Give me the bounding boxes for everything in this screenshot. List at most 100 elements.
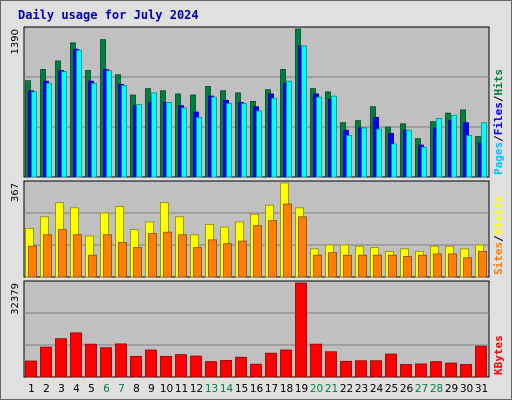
- kbytes-bar: [130, 355, 142, 378]
- pages-bar: [361, 127, 367, 178]
- pages-bar: [166, 102, 172, 178]
- kbytes-bar: [475, 345, 487, 378]
- pages-bar: [391, 143, 397, 178]
- x-tick-label: 15: [235, 383, 248, 395]
- sites-bar: [478, 250, 487, 278]
- kbytes-bar: [85, 343, 97, 378]
- sites-bar: [73, 234, 82, 278]
- x-tick-label: 30: [460, 383, 473, 395]
- x-tick-label: 4: [73, 383, 80, 395]
- sites-bar: [418, 254, 427, 278]
- sites-bar: [358, 254, 367, 278]
- sites-bar: [298, 216, 307, 278]
- side-legend-kbytes: KBytes: [492, 335, 505, 375]
- sites-bar: [58, 229, 67, 278]
- pages-bar: [421, 146, 427, 178]
- x-tick-label: 14: [220, 383, 234, 395]
- pages-bar: [346, 135, 352, 178]
- sites-bar: [88, 254, 97, 278]
- x-axis-labels: 1 2 3 4 5 6 7 8 9 10 11 12 13 14 15 16 17 18 19 20 21 22 23 24 2…: [28, 383, 488, 395]
- kbytes-bar: [205, 361, 217, 378]
- pages-bar: [31, 91, 37, 178]
- sites-bar: [163, 231, 172, 278]
- legend-kbytes: KBytes: [492, 335, 505, 375]
- sites-bar: [328, 252, 337, 278]
- x-tick-label: 19: [295, 383, 308, 395]
- kbytes-bar: [385, 353, 397, 378]
- x-tick-label: 20: [310, 383, 323, 395]
- pages-bar: [46, 82, 52, 178]
- x-tick-label: 12: [190, 383, 203, 395]
- x-tick-label: 10: [160, 383, 173, 395]
- kbytes-bar: [310, 343, 322, 378]
- pages-bar: [196, 116, 202, 178]
- pages-bar: [451, 114, 457, 178]
- kbytes-bar: [370, 360, 382, 378]
- pages-bar: [286, 80, 292, 178]
- kbytes-bar: [40, 346, 52, 378]
- legend-pages: Pages: [492, 142, 505, 175]
- sites-bar: [448, 253, 457, 278]
- pages-bar: [106, 70, 112, 178]
- pages-bar: [301, 45, 307, 178]
- kbytes-bar: [400, 364, 412, 378]
- pages-bar: [211, 96, 217, 178]
- sites-bar: [268, 220, 277, 278]
- kbytes-bar: [235, 356, 247, 378]
- kbytes-bar: [175, 354, 187, 378]
- kbytes-bar: [145, 349, 157, 378]
- x-tick-label: 27: [415, 383, 428, 395]
- sites-bar: [388, 254, 397, 278]
- x-tick-label: 2: [43, 383, 50, 395]
- pages-bar: [121, 85, 127, 178]
- sites-bar: [253, 225, 262, 278]
- x-tick-label: 17: [265, 383, 278, 395]
- sites-bar: [118, 242, 127, 278]
- pages-bar: [61, 71, 67, 178]
- x-tick-label: 29: [445, 383, 458, 395]
- pages-bar: [466, 135, 472, 178]
- x-tick-label: 18: [280, 383, 293, 395]
- x-tick-label: 16: [250, 383, 264, 395]
- kbytes-bar: [250, 363, 262, 378]
- pages-bar: [271, 97, 277, 178]
- pages-bar: [91, 82, 97, 178]
- x-tick-label: 13: [205, 383, 218, 395]
- x-tick-label: 6: [103, 383, 110, 395]
- x-tick-label: 23: [355, 383, 368, 395]
- y-max-label: 32379: [10, 283, 21, 315]
- pages-bar: [406, 129, 412, 178]
- legend-separator: /: [492, 235, 505, 242]
- kbytes-bar: [355, 360, 367, 378]
- pages-bar: [76, 49, 82, 178]
- sites-bar: [43, 234, 52, 278]
- pages-bar: [376, 128, 382, 178]
- sites-bar: [373, 254, 382, 278]
- pages-bar: [316, 96, 322, 178]
- sites-bar: [178, 234, 187, 278]
- kbytes-bar: [190, 355, 202, 378]
- x-tick-label: 11: [175, 383, 188, 395]
- sites-bar: [313, 254, 322, 278]
- sites-bar: [193, 247, 202, 278]
- kbytes-bar: [55, 338, 67, 378]
- sites-bar: [433, 253, 442, 278]
- sites-bar: [28, 245, 37, 278]
- x-tick-label: 21: [325, 383, 338, 395]
- sites-bar: [223, 243, 232, 278]
- sites-bar: [103, 234, 112, 278]
- chart-panels: 1390Pages/Files/Hits367Sites/Visits32379…: [10, 26, 505, 378]
- kbytes-bar: [280, 349, 292, 378]
- legend-sites: Sites: [492, 242, 505, 275]
- kbytes-bar: [115, 343, 127, 378]
- panel-sites-visits: 367 Sites/Visits: [10, 180, 505, 278]
- side-legend-sites-visits: Sites/Visits: [492, 196, 505, 276]
- x-tick-label: 1: [28, 383, 35, 395]
- sites-bar: [403, 256, 412, 278]
- pages-bar: [241, 103, 247, 178]
- sites-bar: [208, 239, 217, 278]
- sites-bar: [463, 257, 472, 278]
- legend-hits: Hits: [492, 69, 505, 96]
- side-legend-pages-files-hits: Pages/Files/Hits: [492, 69, 505, 175]
